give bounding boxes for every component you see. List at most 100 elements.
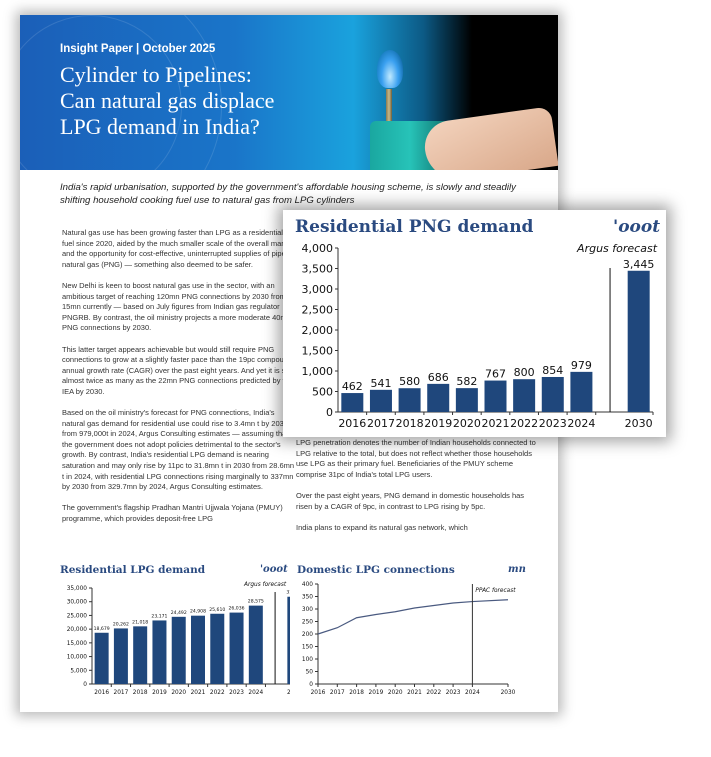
lpg-demand-chart-title: Residential LPG demand — [60, 564, 206, 576]
bar-2022 — [513, 379, 536, 412]
bar-2024 — [570, 371, 593, 412]
x-tick-label: 2030 — [625, 417, 653, 430]
y-tick-label: 20,000 — [67, 627, 88, 633]
lpg-demand-chart: 0 5,000 10,000 15,000 20,000 25,000 30,000 35,0… — [67, 582, 290, 696]
x-tick-label: 2021 — [407, 690, 422, 696]
x-tick-label: 2017 — [114, 690, 129, 696]
x-tick-label: 2017 — [367, 417, 395, 430]
x-tick-label: 2020 — [388, 690, 403, 696]
bar-2016 — [341, 393, 364, 412]
y-tick-label: 400 — [302, 582, 313, 588]
x-tick-label: 2022 — [426, 690, 441, 696]
data-label: 21,018 — [132, 619, 148, 625]
paragraph: India plans to expand its natural gas ne… — [296, 522, 468, 532]
right-column: LPG penetration denotes the number of In… — [296, 438, 536, 544]
data-label: 580 — [399, 375, 420, 388]
paragraph: Based on the oil ministry's forecast for… — [62, 408, 295, 492]
paragraph: The government's flagship Pradhan Mantri… — [62, 503, 283, 524]
bar-2030 — [287, 596, 290, 684]
x-tick-label: 2023 — [446, 690, 461, 696]
bar-2016 — [94, 632, 109, 684]
bar-2023 — [229, 612, 244, 684]
bar-2018 — [133, 626, 148, 684]
png-demand-unit: 'ooot — [613, 217, 661, 237]
bar-2017 — [113, 628, 128, 684]
lpg-demand-unit: 'ooot — [260, 564, 288, 575]
y-tick-label: 50 — [306, 670, 314, 676]
burner-image — [386, 89, 392, 129]
y-tick-label: 150 — [302, 645, 313, 651]
page-title: Cylinder to Pipelines: Can natural gas d… — [60, 62, 274, 140]
bar-2030 — [627, 270, 650, 412]
data-label: 18,679 — [94, 626, 110, 632]
png-demand-chart-title: Residential PNG demand — [295, 217, 534, 237]
bar-2022 — [210, 613, 225, 684]
x-tick-label: 2021 — [191, 690, 206, 696]
bar-2024 — [248, 605, 263, 684]
x-tick-label: 2018 — [349, 690, 364, 696]
y-tick-label: 15,000 — [67, 641, 88, 647]
x-tick-label: 2030 — [287, 690, 290, 696]
data-label: 26,036 — [229, 606, 245, 612]
data-label: 24,492 — [171, 610, 187, 616]
data-label: 854 — [542, 364, 563, 377]
y-tick-label: 4,000 — [302, 242, 334, 255]
data-label: 23,171 — [151, 613, 167, 619]
connections-line — [317, 599, 509, 635]
data-label: 541 — [370, 377, 391, 390]
data-label: 20,262 — [113, 621, 129, 627]
lpg-connections-chart-title: Domestic LPG connections — [297, 564, 455, 576]
y-tick-label: 2,500 — [302, 303, 334, 316]
y-tick-label: 35,000 — [67, 586, 88, 592]
x-tick-label: 2019 — [369, 690, 384, 696]
x-tick-label: 2016 — [311, 690, 326, 696]
paper-kicker: Insight Paper | October 2025 — [60, 43, 216, 55]
y-tick-label: 300 — [302, 607, 313, 613]
title-line: Can natural gas displace — [60, 88, 275, 113]
data-label: 31,815 — [286, 590, 290, 596]
y-tick-label: 250 — [302, 620, 313, 626]
bar-2020 — [455, 388, 478, 412]
data-label: 28,575 — [248, 599, 264, 605]
paragraph: This latter target appears achievable bu… — [62, 344, 293, 396]
x-tick-label: 2024 — [248, 690, 263, 696]
data-label: 979 — [571, 359, 592, 372]
forecast-annotation: PPAC forecast — [475, 588, 516, 594]
paragraph: LPG penetration denotes the number of In… — [296, 438, 536, 479]
y-tick-label: 1,500 — [302, 344, 334, 357]
data-label: 767 — [485, 368, 506, 381]
bar-2021 — [191, 615, 205, 684]
data-label: 462 — [342, 380, 363, 393]
bar-2019 — [152, 620, 167, 684]
y-tick-label: 3,500 — [302, 262, 334, 275]
bar-2018 — [398, 388, 421, 412]
x-tick-label: 2020 — [453, 417, 481, 430]
title-line: LPG demand in India? — [60, 114, 260, 139]
x-tick-label: 2022 — [510, 417, 538, 430]
title-line: Cylinder to Pipelines: — [60, 62, 252, 87]
y-tick-label: 30,000 — [67, 600, 88, 606]
y-tick-label: 10,000 — [67, 655, 88, 661]
header-banner: Insight Paper | October 2025 Cylinder to… — [20, 15, 558, 170]
y-tick-label: 200 — [302, 632, 313, 638]
png-demand-chart: 0 500 1,000 1,500 2,000 2,500 3,000 3,500 4,000 4… — [302, 242, 658, 430]
x-tick-label: 2021 — [482, 417, 510, 430]
data-label: 25,610 — [209, 607, 225, 613]
bar-2020 — [171, 616, 186, 684]
x-tick-label: 2019 — [152, 690, 167, 696]
standfirst: India's rapid urbanisation, supported by… — [60, 182, 516, 206]
paragraph: Over the past eight years, PNG demand in… — [296, 490, 525, 511]
bar-2023 — [541, 376, 564, 412]
x-tick-label: 2016 — [94, 690, 109, 696]
paragraph: Natural gas use has been growing faster … — [62, 228, 294, 269]
x-tick-label: 2019 — [424, 417, 452, 430]
data-label: 800 — [514, 366, 535, 379]
bar-2021 — [484, 380, 507, 412]
x-tick-label: 2030 — [501, 690, 516, 696]
y-tick-label: 0 — [83, 682, 87, 688]
y-tick-label: 3,000 — [302, 283, 334, 296]
y-tick-label: 100 — [302, 657, 313, 663]
left-column: Natural gas use has been growing faster … — [62, 228, 296, 535]
y-tick-label: 500 — [312, 385, 333, 398]
x-tick-label: 2017 — [330, 690, 345, 696]
